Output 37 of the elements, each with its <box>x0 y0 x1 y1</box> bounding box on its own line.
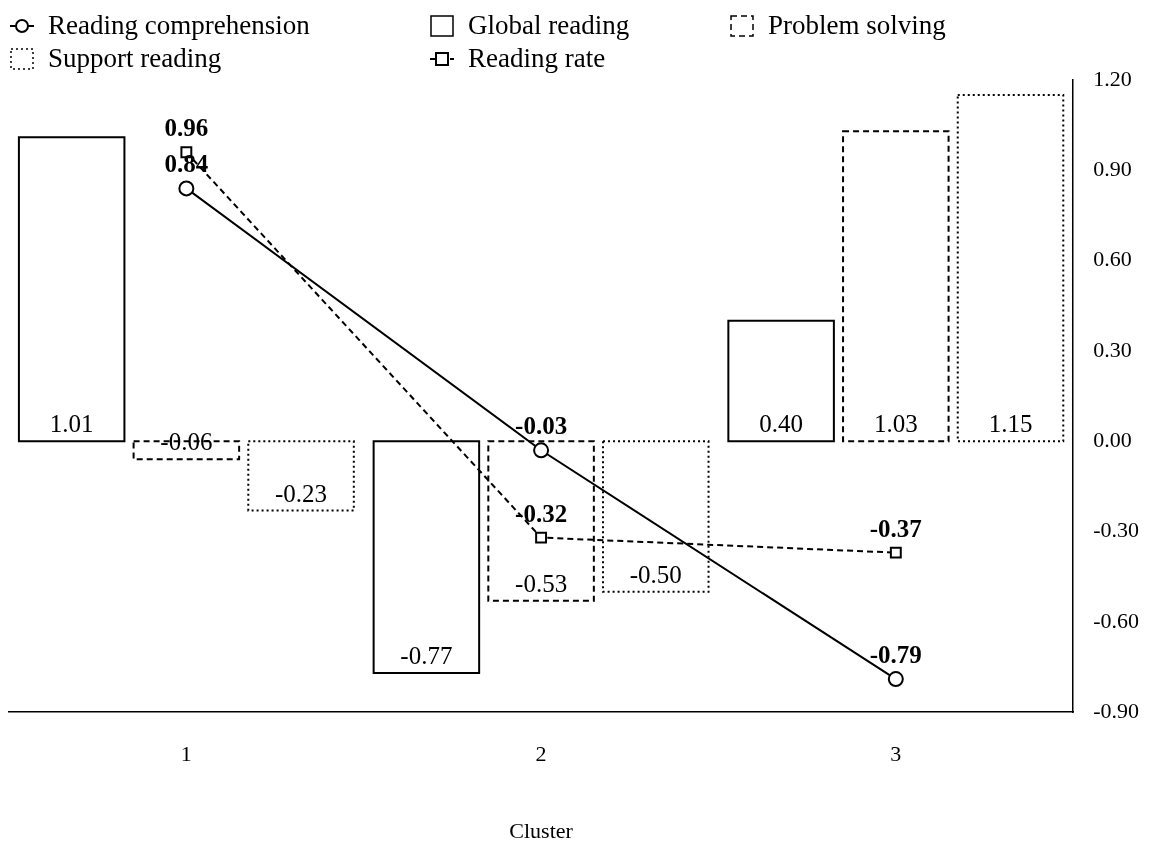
point <box>535 531 548 544</box>
data-label: 1.01 <box>49 410 94 438</box>
point <box>533 442 550 459</box>
y-tick-label: 0.60 <box>1093 246 1132 272</box>
data-label: -0.77 <box>400 642 453 670</box>
y-tick-label: -0.30 <box>1093 517 1139 543</box>
y-tick-label: -0.60 <box>1093 607 1139 633</box>
data-label: 0.96 <box>164 114 209 142</box>
point <box>887 671 904 688</box>
point <box>178 180 195 197</box>
x-tick-label: 2 <box>535 741 547 767</box>
y-tick-label: 0.30 <box>1093 336 1132 362</box>
data-label: -0.06 <box>160 428 213 456</box>
data-label: -0.37 <box>869 514 922 542</box>
data-label: -0.23 <box>275 479 328 507</box>
data-label: -0.32 <box>515 499 568 527</box>
point <box>889 546 902 559</box>
y-tick-label: 0.00 <box>1093 427 1132 453</box>
x-tick-label: 1 <box>180 741 192 767</box>
x-tick-label: 3 <box>890 741 902 767</box>
legend-label: Support reading <box>48 43 222 74</box>
y-tick-label: 1.20 <box>1093 65 1132 91</box>
y-tick-label: -0.90 <box>1093 697 1139 723</box>
data-label: -0.03 <box>515 412 568 440</box>
x-axis-title: Cluster <box>509 817 574 843</box>
legend-label: Reading rate <box>468 43 606 74</box>
legend-label: Problem solving <box>768 10 946 41</box>
data-label: -0.53 <box>515 569 568 597</box>
data-label: 0.84 <box>164 150 209 178</box>
legend-label: Reading comprehension <box>48 10 310 41</box>
data-label: 1.15 <box>988 410 1033 438</box>
data-label: -0.50 <box>629 560 682 588</box>
data-label: 0.40 <box>759 410 803 438</box>
data-label: -0.79 <box>869 641 922 669</box>
data-label: 1.03 <box>873 410 918 438</box>
legend-label: Global reading <box>468 10 630 41</box>
y-tick-label: 0.90 <box>1093 156 1132 182</box>
